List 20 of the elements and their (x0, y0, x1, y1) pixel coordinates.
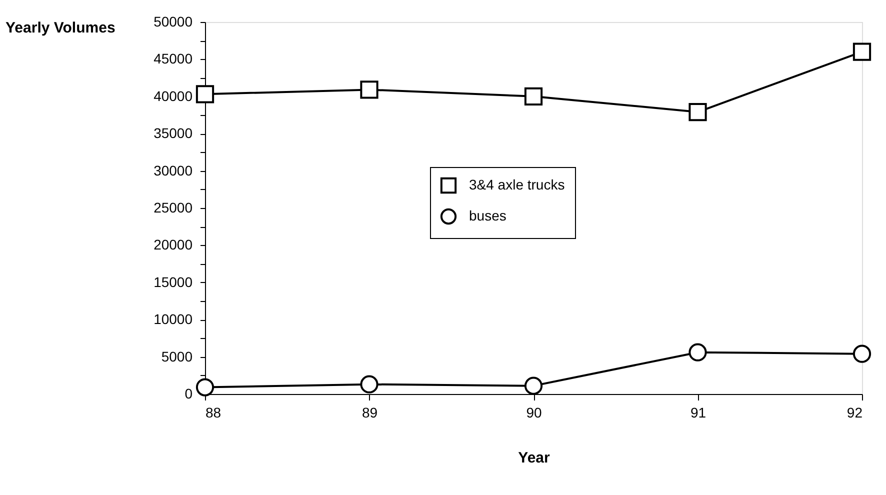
x-tick-label: 91 (690, 404, 706, 420)
y-tick-label: 45000 (154, 50, 193, 67)
y-tick-label: 40000 (154, 88, 193, 104)
legend-label: buses (469, 208, 506, 224)
y-tick-label: 30000 (154, 162, 193, 178)
x-tick-label: 88 (206, 404, 222, 420)
x-tick-label: 89 (362, 404, 378, 420)
x-tick-label: 92 (846, 404, 863, 420)
y-axis-title: Yearly Volumes (6, 20, 116, 36)
y-tick-label: 15000 (154, 274, 193, 290)
x-axis-title: Year (518, 450, 550, 466)
y-tick-label: 5000 (161, 348, 193, 364)
y-tick-label: 25000 (154, 200, 193, 216)
legend-label: 3&4 axle trucks (469, 176, 565, 192)
y-tick-label: 0 (184, 386, 193, 402)
x-tick-label: 90 (526, 404, 542, 420)
y-tick-label: 50000 (154, 14, 193, 30)
y-tick-label: 20000 (154, 236, 193, 253)
y-tick-label: 35000 (154, 125, 193, 142)
y-tick-label: 10000 (154, 311, 193, 328)
